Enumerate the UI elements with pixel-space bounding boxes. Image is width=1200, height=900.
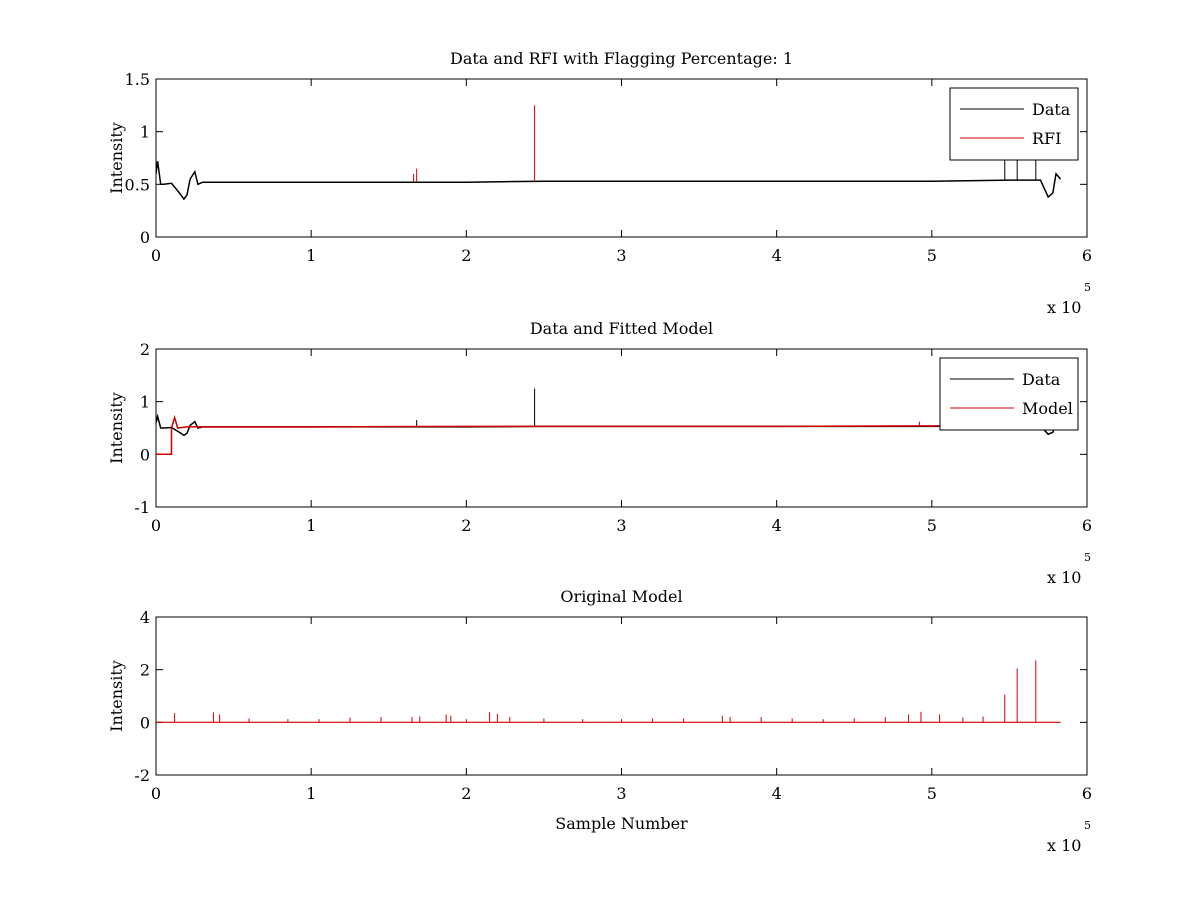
x-axis-multiplier: x 10 [1047,568,1081,587]
x-tick-label: 6 [1082,784,1092,803]
series-line [156,161,1062,201]
y-tick-label: 0 [140,228,150,247]
legend-entry: RFI [1032,129,1061,148]
x-tick-label: 3 [616,516,626,535]
x-axis-multiplier: x 10 [1047,836,1081,855]
x-tick-label: 2 [461,784,471,803]
chart-title: Data and Fitted Model [530,319,713,338]
x-tick-label: 4 [772,784,782,803]
x-tick-label: 3 [616,246,626,265]
legend-entry: Data [1022,370,1061,389]
legend-entry: Model [1022,399,1073,418]
axes-frame [155,78,1088,238]
y-axis-label: Intensity [107,660,126,732]
y-tick-label: 0 [140,713,150,732]
x-tick-label: 1 [306,784,316,803]
y-tick-label: -1 [134,498,150,517]
x-axis-exponent: 5 [1084,819,1091,832]
y-tick-label: 0 [140,445,150,464]
x-tick-label: 2 [461,516,471,535]
x-tick-label: 2 [461,246,471,265]
x-tick-label: 5 [927,516,937,535]
y-tick-label: 4 [140,608,150,627]
legend-entry: Data [1032,100,1071,119]
x-tick-label: 4 [772,246,782,265]
y-tick-label: 0.5 [125,175,150,194]
y-tick-label: 1 [140,123,150,142]
x-tick-label: 0 [151,784,161,803]
x-tick-label: 6 [1082,516,1092,535]
y-axis-label: Intensity [107,122,126,194]
plot-area [156,660,1061,723]
series-model-0 [156,660,1061,723]
series-model [156,414,1061,456]
x-axis-exponent: 5 [1084,281,1091,294]
x-tick-label: 4 [772,516,782,535]
legend: Data RFI [949,87,1079,161]
x-tick-label: 6 [1082,246,1092,265]
x-tick-label: 5 [927,246,937,265]
x-tick-label: 1 [306,516,316,535]
axes-frame [155,348,1088,508]
x-tick-label: 0 [151,246,161,265]
chart-title: Original Model [560,587,682,606]
x-tick-label: 5 [927,784,937,803]
legend-box [939,357,1079,431]
y-axis-label: Intensity [107,392,126,464]
x-tick-label: 0 [151,516,161,535]
y-tick-label: 2 [140,340,150,359]
x-axis-multiplier: x 10 [1047,298,1081,317]
y-tick-label: 1 [140,393,150,412]
x-axis-exponent: 5 [1084,551,1091,564]
y-tick-label: -2 [134,766,150,785]
legend: Data Model [939,357,1079,431]
series-rfi [413,105,536,183]
chart-title: Data and RFI with Flagging Percentage: 1 [450,49,793,68]
series-line [156,414,1061,456]
x-tick-label: 3 [616,784,626,803]
x-axis-label: Sample Number [555,814,688,833]
subplots: Data and RFI with Flagging Percentage: 1… [107,49,1092,855]
y-tick-label: 1.5 [125,70,150,89]
subplot-1: Data and RFI with Flagging Percentage: 1… [107,49,1092,317]
y-tick-label: 2 [140,661,150,680]
x-tick-label: 1 [306,246,316,265]
axes-frame [155,616,1088,776]
legend-box [949,87,1079,161]
